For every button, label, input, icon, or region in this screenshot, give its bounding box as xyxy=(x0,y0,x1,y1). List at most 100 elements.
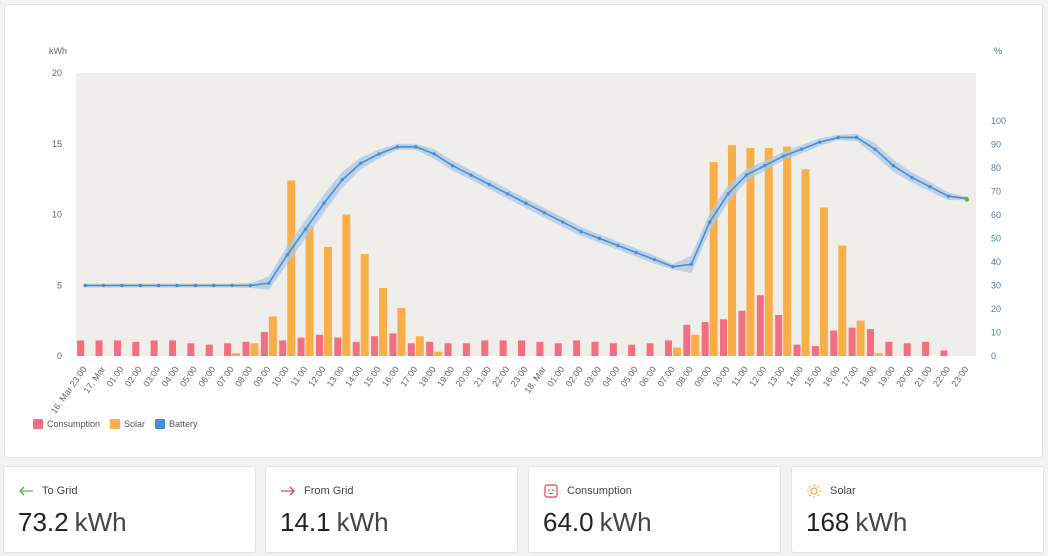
solar-bar xyxy=(360,254,369,356)
solar-bar xyxy=(801,169,810,356)
to-grid-header: To Grid xyxy=(18,484,77,498)
solar-bar xyxy=(783,146,792,356)
solar-bar xyxy=(379,288,388,356)
consumption-bar xyxy=(922,341,930,356)
x-tick-label: 10:00 xyxy=(711,364,732,388)
x-tick-label: 12:00 xyxy=(306,364,327,388)
battery-point xyxy=(156,283,161,288)
consumption-bar xyxy=(866,329,874,356)
battery-point xyxy=(910,175,914,180)
battery-point xyxy=(285,253,289,257)
legend-item-consumption[interactable]: Consumption xyxy=(33,419,100,429)
from-grid-value: 14.1 kWh xyxy=(280,507,389,538)
solar-bar xyxy=(672,347,681,356)
consumption-bar xyxy=(462,343,470,356)
x-tick-label: 11:00 xyxy=(729,364,750,388)
consumption-bar xyxy=(701,322,709,356)
to-grid-value: 73.2 kWh xyxy=(18,507,127,538)
solar-bar xyxy=(709,162,718,356)
battery-point xyxy=(597,236,602,241)
consumption-bar xyxy=(407,343,415,356)
battery-point xyxy=(138,283,142,288)
solar-bar xyxy=(838,245,847,356)
battery-point xyxy=(818,140,822,144)
x-tick-label: 16:00 xyxy=(380,364,401,388)
solar-bar xyxy=(728,145,737,356)
x-tick-label: 04:00 xyxy=(160,364,181,388)
consumption-bar xyxy=(224,343,232,356)
solar-bar xyxy=(305,225,314,356)
consumption-bar xyxy=(260,331,268,356)
consumption-bar xyxy=(830,330,838,356)
x-tick-label: 07:00 xyxy=(215,364,236,388)
battery-point xyxy=(505,192,510,196)
y-tick-label: 0 xyxy=(57,351,62,361)
battery-point xyxy=(836,135,840,140)
legend-label-battery: Battery xyxy=(169,419,198,429)
battery-point xyxy=(928,185,932,189)
y-tick-label: 5 xyxy=(57,280,62,290)
consumption-bar xyxy=(352,341,360,356)
x-tick-label: 17:00 xyxy=(839,364,860,388)
x-tick-label: 17:00 xyxy=(398,364,419,388)
solar-header: Solar xyxy=(806,484,856,498)
battery-point xyxy=(267,281,271,285)
battery-point xyxy=(542,210,547,215)
consumption-bar xyxy=(150,340,158,356)
battery-point xyxy=(248,283,253,288)
battery-point xyxy=(101,283,106,288)
x-tick-label: 02:00 xyxy=(564,364,585,388)
x-tick-label: 01:00 xyxy=(545,364,566,388)
legend-item-battery[interactable]: Battery xyxy=(155,419,198,429)
battery-swatch xyxy=(155,419,166,429)
consumption-value: 64.0 kWh xyxy=(543,507,652,538)
battery-point xyxy=(873,147,877,151)
legend-item-solar[interactable]: Solar xyxy=(110,419,145,429)
solar-bar xyxy=(323,247,332,356)
x-tick-label: 18:00 xyxy=(417,364,438,388)
x-tick-label: 23:00 xyxy=(949,364,970,388)
x-tick-label: 09:00 xyxy=(692,364,713,388)
x-tick-label: 11:00 xyxy=(289,364,310,388)
from-grid-number: 14.1 xyxy=(280,507,331,537)
battery-point xyxy=(524,201,528,205)
battery-point xyxy=(377,152,381,156)
x-tick-label: 02:00 xyxy=(123,364,144,388)
consumption-bar xyxy=(499,340,507,356)
battery-point xyxy=(487,182,491,187)
x-tick-label: 05:00 xyxy=(178,364,199,388)
to-grid-label: To Grid xyxy=(42,485,78,497)
consumption-bar xyxy=(536,341,544,356)
x-tick-label: 19:00 xyxy=(876,364,897,388)
battery-point xyxy=(175,283,179,288)
solar-bar xyxy=(691,334,700,356)
battery-point xyxy=(432,152,436,156)
solar-bar xyxy=(342,214,351,356)
consumption-card: Consumption 64.0 kWh xyxy=(528,466,781,553)
y2-tick-label: 60 xyxy=(991,210,1001,220)
y2-tick-label: 20 xyxy=(991,304,1001,314)
consumption-swatch xyxy=(33,419,43,429)
sun-icon xyxy=(806,484,822,498)
x-tick-label: 21:00 xyxy=(472,364,493,388)
consumption-bar xyxy=(609,343,617,356)
x-tick-label: 15:00 xyxy=(362,364,383,388)
battery-point xyxy=(689,262,694,267)
consumption-bar xyxy=(775,314,783,356)
consumption-bar xyxy=(518,340,525,356)
battery-point xyxy=(230,283,234,288)
consumption-bar xyxy=(940,350,948,356)
legend-label-solar: Solar xyxy=(124,419,146,429)
x-tick-label: 03:00 xyxy=(141,364,162,388)
consumption-bar xyxy=(132,341,140,356)
battery-point xyxy=(652,257,657,262)
consumption-label: Consumption xyxy=(567,485,632,497)
consumption-bar xyxy=(77,340,85,356)
to-grid-unit: kWh xyxy=(74,507,127,537)
x-tick-label: 12:00 xyxy=(747,364,768,388)
consumption-bar xyxy=(573,340,581,356)
y2-tick-label: 0 xyxy=(991,351,996,361)
x-tick-label: 08:00 xyxy=(233,364,254,388)
battery-point xyxy=(212,283,216,288)
y-tick-label: 10 xyxy=(52,210,62,220)
